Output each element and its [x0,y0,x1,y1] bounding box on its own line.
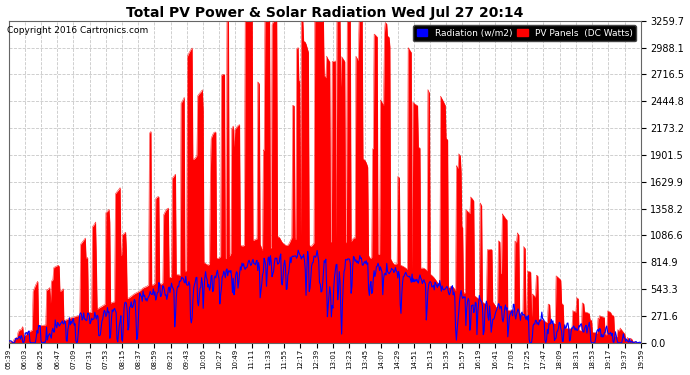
Text: Copyright 2016 Cartronics.com: Copyright 2016 Cartronics.com [7,26,148,35]
Title: Total PV Power & Solar Radiation Wed Jul 27 20:14: Total PV Power & Solar Radiation Wed Jul… [126,6,523,20]
Legend: Radiation (w/m2), PV Panels  (DC Watts): Radiation (w/m2), PV Panels (DC Watts) [413,25,636,42]
